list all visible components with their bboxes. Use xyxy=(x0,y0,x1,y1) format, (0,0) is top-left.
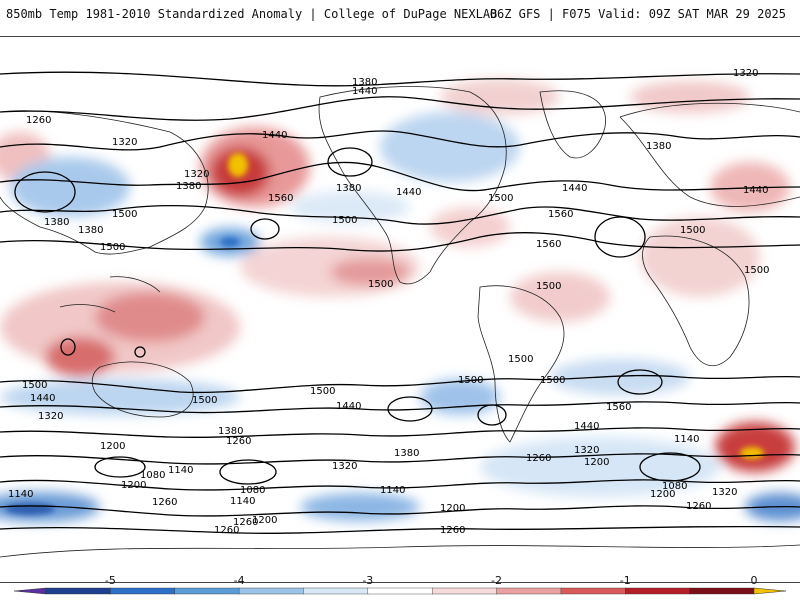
map-title: 850mb Temp 1981-2010 Standardized Anomal… xyxy=(6,7,498,21)
contour-label: 1320 xyxy=(38,411,63,422)
contour-label: 1560 xyxy=(268,193,293,204)
contour-label: 1320 xyxy=(574,445,599,456)
contour-label: 1200 xyxy=(100,441,125,452)
contour-label: 1320 xyxy=(712,487,737,498)
colorbar-ticks: -5-4-3-2-1012345 xyxy=(105,574,758,587)
contour-label: 1200 xyxy=(584,457,609,468)
contour-label: 1500 xyxy=(458,375,483,386)
contour-label: 1500 xyxy=(100,242,125,253)
contour-label: 1440 xyxy=(30,393,55,404)
contour-label: 1440 xyxy=(743,185,768,196)
colorbar-swatch xyxy=(110,587,176,595)
contour-label: 1440 xyxy=(262,130,287,141)
map-canvas: 1380 1440 1320 1260 1320 1440 1320 1380 … xyxy=(0,68,800,558)
contour-label: 1500 xyxy=(368,279,393,290)
contour-label: 1500 xyxy=(488,193,513,204)
contour-label: 1500 xyxy=(332,215,357,226)
contour-label: 1500 xyxy=(112,209,137,220)
contour-label: 1500 xyxy=(508,354,533,365)
contour-label: 1380 xyxy=(176,181,201,192)
contour-label: 1080 xyxy=(140,470,165,481)
contour-label: 1200 xyxy=(650,489,675,500)
anomaly-map: 1380 1440 1320 1260 1320 1440 1320 1380 … xyxy=(0,36,800,583)
contour-label: 1320 xyxy=(332,461,357,472)
contour-label: 1500 xyxy=(22,380,47,391)
anomaly-colorbar: -5-4-3-2-1012345 xyxy=(0,572,800,600)
colorbar-tick-label: -1 xyxy=(620,574,631,587)
contour-label: 1320 xyxy=(184,169,209,180)
contour-label: 1500 xyxy=(744,265,769,276)
contour-label: 1200 xyxy=(252,515,277,526)
contour-label: 1320 xyxy=(112,137,137,148)
contour-label: 1560 xyxy=(606,402,631,413)
contour-label: 1140 xyxy=(674,434,699,445)
contour-label: 1260 xyxy=(226,436,251,447)
contour-label: 1260 xyxy=(152,497,177,508)
contour-label: 1380 xyxy=(78,225,103,236)
contour-label: 1440 xyxy=(396,187,421,198)
contour-label: 1380 xyxy=(218,426,243,437)
contour-label: 1380 xyxy=(646,141,671,152)
contour-label: 1260 xyxy=(214,525,239,536)
contour-label: 1380 xyxy=(44,217,69,228)
contour-label: 1080 xyxy=(240,485,265,496)
contour-label: 1500 xyxy=(192,395,217,406)
contour-label: 1440 xyxy=(352,86,377,97)
colorbar-swatch xyxy=(238,587,305,595)
colorbar-swatch xyxy=(689,587,755,595)
colorbar-tick-label: -3 xyxy=(362,574,373,587)
contour-label: 1260 xyxy=(526,453,551,464)
colorbar-swatch xyxy=(431,587,498,595)
colorbar-swatch xyxy=(625,587,691,595)
coastlines xyxy=(0,86,800,558)
contour-label: 1440 xyxy=(562,183,587,194)
contour-label: 1260 xyxy=(686,501,711,512)
contour-label: 1140 xyxy=(230,496,255,507)
contour-labels: 1380 1440 1320 1260 1320 1440 1320 1380 … xyxy=(8,68,769,536)
contour-label: 1500 xyxy=(536,281,561,292)
contour-label: 1380 xyxy=(352,77,377,88)
contour-label: 1500 xyxy=(680,225,705,236)
colorbar-tick-label: -4 xyxy=(234,574,245,587)
colorbar-swatch xyxy=(560,587,626,595)
colorbar-swatches xyxy=(13,587,787,595)
contour-label: 1200 xyxy=(121,480,146,491)
contour-label: 1140 xyxy=(168,465,193,476)
contour-label: 1320 xyxy=(733,68,758,79)
header: 850mb Temp 1981-2010 Standardized Anomal… xyxy=(0,0,800,32)
colorbar-svg: -5-4-3-2-1012345 xyxy=(13,574,787,595)
contour-label: 1500 xyxy=(540,375,565,386)
colorbar-swatch xyxy=(45,587,112,595)
colorbar-swatch xyxy=(174,587,240,595)
contour-label: 1260 xyxy=(440,525,465,536)
anomaly-shading xyxy=(0,79,800,522)
model-run-info: 06Z GFS | F075 Valid: 09Z SAT MAR 29 202… xyxy=(489,7,786,21)
contour-label: 1260 xyxy=(233,517,258,528)
contour-label: 1560 xyxy=(548,209,573,220)
colorbar-extend-low xyxy=(13,587,47,595)
contour-label: 1560 xyxy=(536,239,561,250)
colorbar-tick-label: 0 xyxy=(751,574,758,587)
colorbar-swatch xyxy=(367,587,433,595)
contour-label: 1500 xyxy=(310,386,335,397)
contour-label: 1200 xyxy=(440,503,465,514)
contour-label: 1440 xyxy=(336,401,361,412)
colorbar-swatch xyxy=(303,587,369,595)
contour-label: 1140 xyxy=(8,489,33,500)
colorbar-tick-label: -5 xyxy=(105,574,116,587)
contour-label: 1440 xyxy=(574,421,599,432)
contour-label: 1380 xyxy=(336,183,361,194)
colorbar-tick-label: -2 xyxy=(491,574,502,587)
colorbar-swatch xyxy=(496,587,562,595)
contour-label: 1260 xyxy=(26,115,51,126)
height-contours xyxy=(0,71,800,534)
contour-label: 1380 xyxy=(394,448,419,459)
contour-label: 1080 xyxy=(662,481,687,492)
contour-label: 1140 xyxy=(380,485,405,496)
colorbar-extend-high xyxy=(753,587,787,595)
